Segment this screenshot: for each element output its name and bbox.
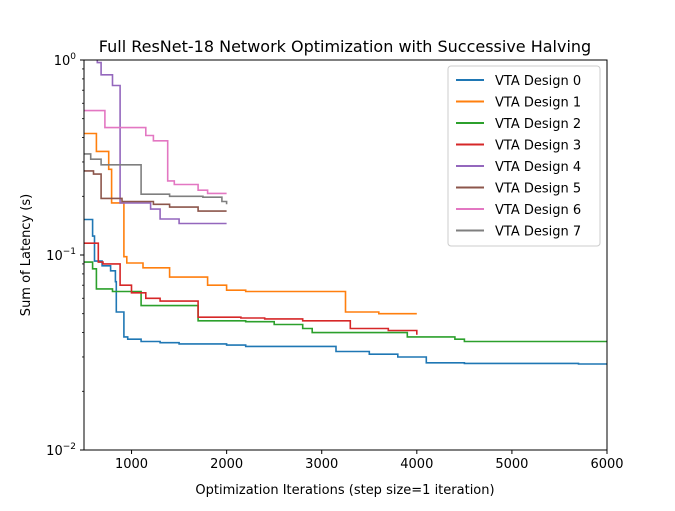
series-layer <box>84 60 607 365</box>
legend-label-7: VTA Design 7 <box>495 225 581 240</box>
legend-label-3: VTA Design 3 <box>495 139 581 154</box>
x-tick-label-2: 3000 <box>305 457 338 472</box>
series-line-4 <box>96 60 227 225</box>
x-tick-label-3: 4000 <box>400 457 433 472</box>
legend-box <box>447 65 601 247</box>
y-axis-label: Sum of Latency (s) <box>19 194 34 316</box>
y-tick-label-0: 10−2 <box>46 442 76 459</box>
series-line-6 <box>84 109 227 195</box>
legend-label-1: VTA Design 1 <box>495 96 581 111</box>
series-line-2 <box>84 261 607 343</box>
x-tick-label-1: 2000 <box>210 457 243 472</box>
series-line-0 <box>84 218 607 365</box>
x-tick-label-4: 5000 <box>495 457 528 472</box>
x-tick-label-0: 1000 <box>115 457 148 472</box>
legend-label-0: VTA Design 0 <box>495 74 581 89</box>
legend-label-4: VTA Design 4 <box>495 160 581 175</box>
series-line-5 <box>84 170 227 212</box>
series-line-1 <box>84 132 417 315</box>
y-tick-label-2: 100 <box>54 52 77 69</box>
x-axis: 1000 2000 3000 4000 5000 6000 <box>115 450 624 472</box>
chart-title: Full ResNet-18 Network Optimization with… <box>99 37 591 56</box>
series-line-7 <box>84 153 228 205</box>
legend-label-2: VTA Design 2 <box>495 117 581 132</box>
y-tick-label-1: 10−1 <box>46 247 76 264</box>
legend: VTA Design 0 VTA Design 1 VTA Design 2 VTA … <box>447 65 601 247</box>
x-tick-label-5: 6000 <box>590 457 623 472</box>
legend-label-6: VTA Design 6 <box>495 203 581 218</box>
y-axis: 10−2 10−1 100 <box>46 52 84 459</box>
legend-label-5: VTA Design 5 <box>495 182 581 197</box>
series-line-3 <box>84 242 418 335</box>
x-axis-label: Optimization Iterations (step size=1 ite… <box>195 483 494 498</box>
